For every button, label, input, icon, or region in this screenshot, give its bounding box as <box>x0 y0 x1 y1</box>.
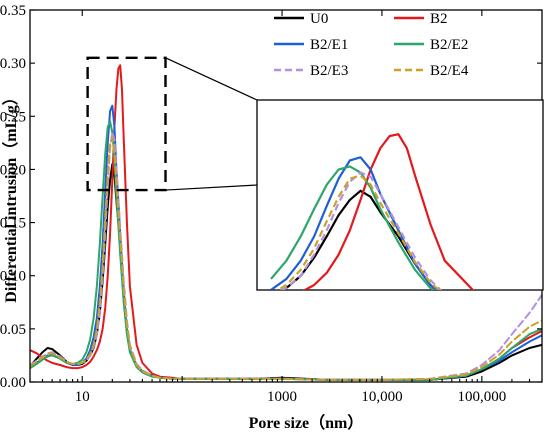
zoom-region-box <box>86 56 167 192</box>
legend-item: B2/E3 <box>274 63 348 79</box>
legend-item: B2/E1 <box>274 37 348 53</box>
y-axis-title: Differential intrusion（mL/g） <box>2 89 20 302</box>
y-tick-label: 0.25 <box>0 109 26 125</box>
legend-label: B2/E1 <box>310 37 348 53</box>
y-tick-label: 0.20 <box>0 162 26 178</box>
y-tick-label: 0.30 <box>0 56 26 72</box>
x-tick-label: 100,000 <box>457 389 506 405</box>
legend-label: B2/E3 <box>310 63 348 79</box>
x-tick-label: 10,000 <box>361 389 402 405</box>
zoom-connector-bottom <box>165 184 258 191</box>
inset-series-line-b2-e3 <box>279 171 443 290</box>
y-tick-label: 0.10 <box>0 269 26 285</box>
inset-frame <box>256 99 544 291</box>
legend-label: B2/E4 <box>430 63 469 79</box>
inset-series-line-b2 <box>302 133 475 290</box>
inset-series-line-b2-e4 <box>275 174 441 290</box>
legend-item: U0 <box>274 11 328 27</box>
y-tick-label: 0.00 <box>0 375 26 391</box>
x-tick-label: 1000 <box>267 389 297 405</box>
x-tick-label: 10 <box>75 389 90 405</box>
legend-label: U0 <box>310 11 328 27</box>
legend-label: B2/E2 <box>430 37 468 53</box>
y-tick-label: 0.35 <box>0 3 26 19</box>
y-tick-label: 0.15 <box>0 216 26 232</box>
inset-series-line-b2-e1 <box>270 156 439 290</box>
x-axis-title: Pore size（nm） <box>249 414 364 432</box>
legend-item: B2/E2 <box>394 37 468 53</box>
legend-item: B2/E4 <box>394 63 469 79</box>
legend-label: B2 <box>430 11 448 27</box>
legend-item: B2 <box>394 11 448 27</box>
zoom-connector-top <box>165 57 258 101</box>
inset-series-group <box>270 133 475 290</box>
series-line-b2-e4 <box>30 136 542 381</box>
y-tick-label: 0.05 <box>0 322 26 338</box>
